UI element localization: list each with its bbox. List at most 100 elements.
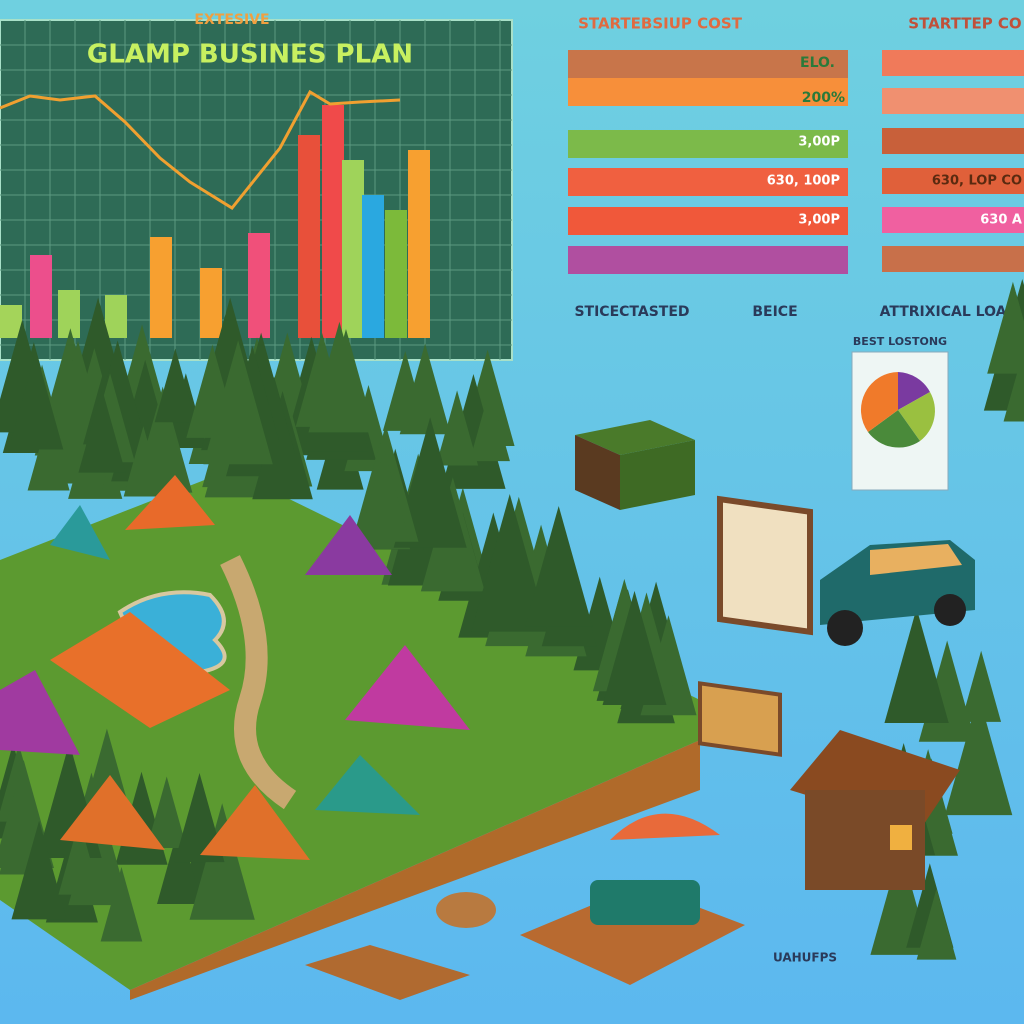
polygon xyxy=(870,544,962,575)
tent xyxy=(315,755,420,815)
tree xyxy=(916,888,957,960)
cost-bar xyxy=(568,50,848,78)
chart-bars xyxy=(0,105,430,338)
cost-bar xyxy=(568,207,848,235)
tree xyxy=(308,321,371,433)
tree xyxy=(156,823,202,904)
map-board xyxy=(717,495,813,636)
cost-title: STARTEBSIUP COST xyxy=(578,15,743,33)
tree xyxy=(146,776,187,848)
forest xyxy=(0,278,1024,960)
pie-slice xyxy=(898,392,935,441)
tree xyxy=(11,820,67,920)
cost-bar xyxy=(882,50,1024,76)
tree xyxy=(987,281,1024,374)
bar-label: 200% xyxy=(802,90,845,106)
cost-bar xyxy=(568,130,848,158)
tree xyxy=(393,417,467,548)
pie-slice xyxy=(860,372,898,432)
tree xyxy=(359,449,409,537)
bar-label: ELO. xyxy=(800,55,835,71)
path xyxy=(220,555,297,810)
car xyxy=(820,540,975,646)
cost-bar xyxy=(568,168,848,196)
tent xyxy=(345,645,470,730)
tree xyxy=(58,819,101,895)
bar xyxy=(200,268,222,338)
tree xyxy=(399,343,451,435)
bar xyxy=(322,105,344,338)
bar xyxy=(30,255,52,338)
tree xyxy=(186,344,239,438)
section-label: STICECTASTED xyxy=(574,304,689,320)
tent xyxy=(200,785,310,860)
pie-slice xyxy=(898,372,930,410)
tents xyxy=(0,475,470,860)
tree xyxy=(27,415,70,491)
tree xyxy=(154,348,196,423)
bar xyxy=(150,237,172,338)
tent xyxy=(60,775,165,850)
tent xyxy=(50,505,110,560)
bar xyxy=(408,150,430,338)
circle xyxy=(934,594,966,626)
tent xyxy=(125,475,215,530)
bar-label: 630, LOP CO xyxy=(932,174,1022,189)
bar xyxy=(298,135,320,338)
bar xyxy=(105,295,127,338)
pie xyxy=(860,372,935,448)
bar xyxy=(0,305,22,338)
subtitle: EXTESIVE xyxy=(194,12,269,28)
deck xyxy=(305,945,470,1000)
cost-bar xyxy=(882,168,1024,194)
tree xyxy=(884,608,949,724)
ground-edge xyxy=(130,740,700,1000)
bowl xyxy=(436,892,496,928)
tent xyxy=(305,515,392,575)
map-board xyxy=(698,681,782,757)
tree xyxy=(469,389,510,462)
tree xyxy=(944,694,1013,816)
section-label: BEST LOSTONG xyxy=(853,335,947,348)
shed-roof xyxy=(575,420,695,455)
cabin xyxy=(790,730,960,890)
tree xyxy=(78,388,126,473)
umbrella xyxy=(610,813,720,840)
tree xyxy=(471,493,549,632)
bar xyxy=(248,233,270,338)
sofa xyxy=(590,880,700,925)
shed xyxy=(620,440,695,510)
section-label: ATTRIXICAL LOAM xyxy=(880,304,1021,320)
cost-title: STARTTEP CO xyxy=(908,15,1021,33)
bar-label: 3,00P xyxy=(798,213,840,228)
tree xyxy=(133,386,193,493)
cost-bars xyxy=(568,50,1024,274)
title: GLAMP BUSINES PLAN xyxy=(87,40,413,70)
section-label: UAHUFPS xyxy=(773,951,837,965)
cost-bar xyxy=(882,88,1024,114)
tree xyxy=(524,505,593,627)
bar xyxy=(58,290,80,338)
cost-bar xyxy=(882,128,1024,154)
bar xyxy=(342,160,364,338)
cost-bar xyxy=(882,207,1024,233)
cost-bar xyxy=(568,246,848,274)
circle xyxy=(827,610,863,646)
trend-line xyxy=(0,89,401,210)
bar-label: 630, 100P xyxy=(767,174,840,189)
tent xyxy=(0,670,80,755)
rect xyxy=(890,825,912,850)
tree xyxy=(961,650,1002,722)
section-label: BEICE xyxy=(752,304,797,320)
tree xyxy=(8,351,64,450)
bar-label: 3,00P xyxy=(798,135,840,150)
cost-bar xyxy=(882,246,1024,272)
tree xyxy=(436,390,479,466)
pie-slice xyxy=(868,410,920,448)
tent xyxy=(50,612,230,728)
bar xyxy=(362,195,384,338)
shed xyxy=(575,435,620,510)
cost-bar xyxy=(568,78,848,106)
